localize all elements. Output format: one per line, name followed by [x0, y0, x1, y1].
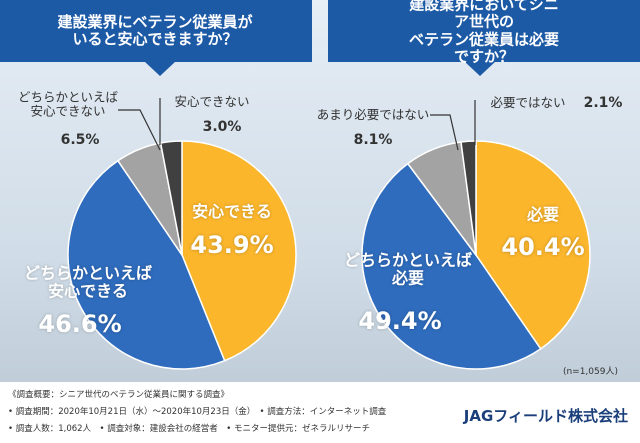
- value-label: 40.4%: [501, 233, 585, 262]
- survey-note: 《調査概要：シニア世代のベテラン従業員に関する調査》: [8, 390, 230, 400]
- footer-band: [0, 382, 640, 443]
- value-label: 43.9%: [190, 231, 274, 260]
- banner: [328, 0, 640, 76]
- pie-slice: [159, 140, 183, 256]
- pie-slice: [460, 140, 477, 256]
- slice-label: 必要: [526, 204, 560, 224]
- slice-label: どちらかといえば 安心できない: [17, 89, 119, 119]
- pie-slice: [475, 140, 591, 350]
- value-label: 49.4%: [358, 307, 442, 336]
- survey-note: • 調査期間：2020年10月21日（水）～2020年10月23日（金） • 調…: [8, 407, 387, 417]
- slice-label: あまり必要ではない: [316, 106, 430, 122]
- pie-slice: [361, 162, 542, 370]
- slice-label: 安心できる: [192, 201, 272, 221]
- leader-line: [118, 109, 161, 151]
- slice-label: 安心できない: [174, 93, 250, 109]
- sample-note: (n=1,059人): [562, 367, 618, 377]
- value-label: 6.5%: [60, 131, 100, 148]
- value-label: 8.1%: [353, 131, 393, 148]
- slice-label: どちらかといえば 必要: [343, 250, 473, 288]
- value-label: 2.1%: [583, 94, 623, 111]
- leader-line: [430, 114, 459, 151]
- banner: [0, 0, 312, 76]
- pie-slice: [67, 159, 226, 370]
- value-label: 46.6%: [38, 310, 122, 339]
- chart-title: 建設業界にベテラン従業員が いると安心できますか？: [57, 12, 253, 48]
- survey-note: • 調査人数：1,062人 • 調査対象：建設会社の経営者 • モニター提供元：…: [8, 424, 370, 434]
- logo: JAGフィールド株式会社: [463, 407, 628, 425]
- slice-label: どちらかといえば 安心できる: [23, 263, 153, 301]
- value-label: 3.0%: [202, 118, 242, 135]
- slice-label: 必要ではない: [490, 94, 566, 110]
- pie-slice: [181, 140, 297, 362]
- chart-title: 建設業界においてシニア世代の ベテラン従業員は必要ですか？: [408, 0, 559, 66]
